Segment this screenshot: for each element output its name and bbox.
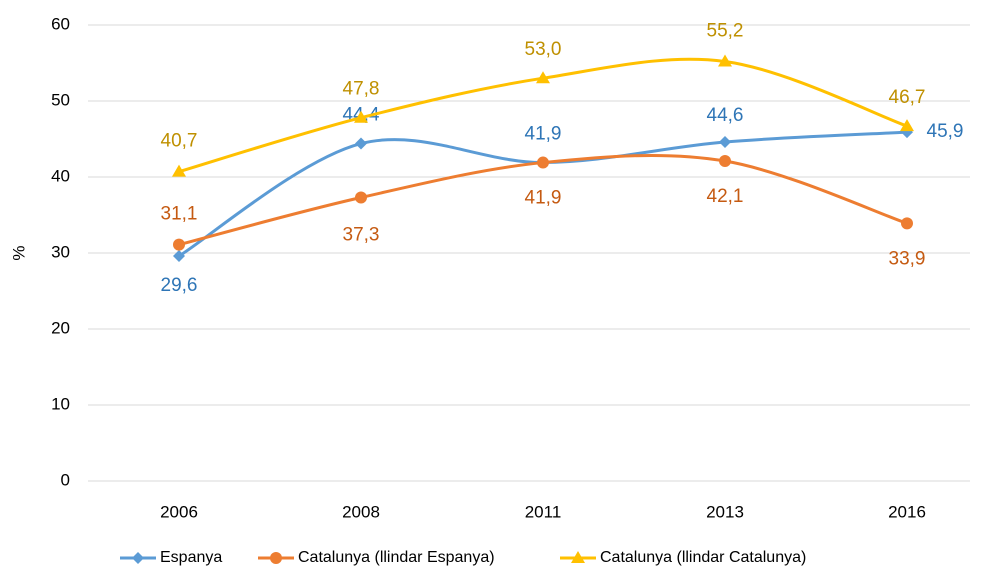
marker [354,110,368,123]
data-label: 46,7 [889,87,926,108]
data-label: 45,9 [927,121,964,142]
data-label: 44,6 [707,105,744,126]
marker [172,164,186,177]
marker [355,137,367,150]
x-tick-label: 2006 [160,502,198,521]
legend-label: Catalunya (llindar Espanya) [298,549,495,566]
y-tick-label: 0 [61,470,70,489]
y-tick-label: 60 [51,14,70,33]
y-tick-label: 50 [51,90,70,109]
data-label: 37,3 [343,225,380,246]
data-label: 53,0 [525,39,562,60]
data-label: 55,2 [707,20,744,41]
data-label: 41,9 [525,188,562,209]
marker [901,217,913,230]
legend-label: Espanya [160,549,222,566]
marker [719,136,731,149]
y-tick-label: 30 [51,242,70,261]
marker [173,250,185,263]
marker [537,156,549,169]
y-tick-label: 10 [51,394,70,413]
data-label: 29,6 [161,275,198,296]
data-label: 41,9 [525,124,562,145]
marker [571,551,585,563]
marker [270,552,282,564]
marker [900,119,914,132]
y-axis-label: % [9,245,28,260]
data-label: 33,9 [889,248,926,269]
data-label: 42,1 [707,186,744,207]
marker [718,54,732,67]
data-label: 47,8 [343,79,380,100]
marker [173,238,185,251]
y-tick-label: 40 [51,166,70,185]
data-label: 40,7 [161,131,198,152]
legend-label: Catalunya (llindar Catalunya) [600,549,806,566]
data-label: 31,1 [161,204,198,225]
x-tick-label: 2008 [342,502,380,521]
x-tick-label: 2016 [888,502,926,521]
y-tick-label: 20 [51,318,70,337]
marker [536,71,550,84]
marker [355,191,367,204]
x-tick-label: 2013 [706,502,744,521]
x-tick-label: 2011 [525,502,562,521]
marker [719,155,731,168]
marker [132,552,144,564]
